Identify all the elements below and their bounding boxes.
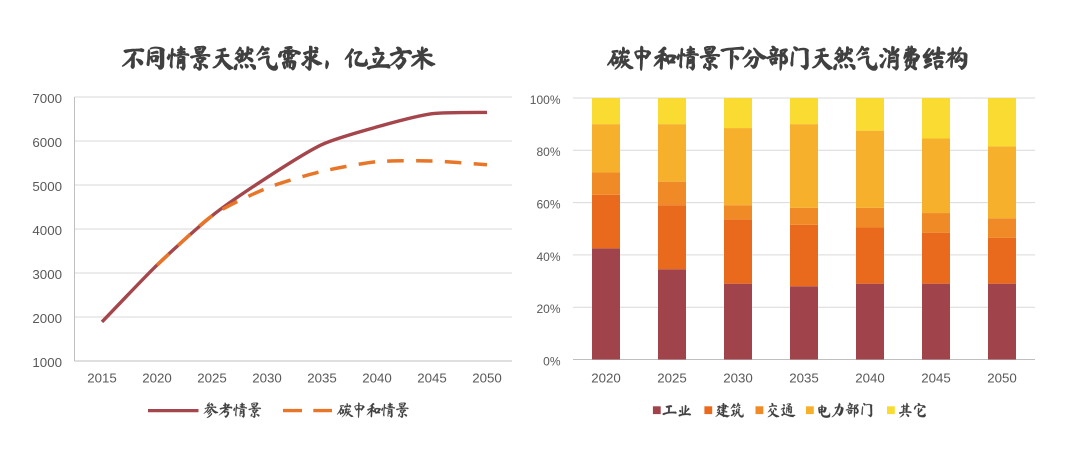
svg-text:2045: 2045 [417, 370, 447, 385]
svg-text:5000: 5000 [32, 179, 62, 194]
svg-text:2050: 2050 [987, 370, 1017, 385]
svg-text:6000: 6000 [32, 135, 62, 150]
svg-text:2040: 2040 [855, 370, 885, 385]
svg-text:2040: 2040 [362, 370, 392, 385]
svg-text:0%: 0% [543, 354, 561, 368]
svg-text:4000: 4000 [32, 223, 62, 238]
svg-text:2050: 2050 [472, 370, 502, 385]
svg-text:100%: 100% [530, 93, 561, 107]
svg-text:2035: 2035 [307, 370, 337, 385]
svg-text:2020: 2020 [591, 370, 621, 385]
svg-text:2015: 2015 [87, 370, 117, 385]
svg-text:2000: 2000 [32, 311, 62, 326]
svg-text:2025: 2025 [197, 370, 227, 385]
svg-text:2020: 2020 [142, 370, 172, 385]
svg-text:7000: 7000 [32, 91, 62, 106]
svg-text:2030: 2030 [723, 370, 753, 385]
svg-text:2030: 2030 [252, 370, 282, 385]
svg-text:2025: 2025 [657, 370, 687, 385]
svg-text:80%: 80% [536, 145, 560, 159]
svg-text:20%: 20% [536, 302, 560, 316]
svg-text:40%: 40% [536, 250, 560, 264]
svg-text:2035: 2035 [789, 370, 819, 385]
svg-text:1000: 1000 [32, 355, 62, 370]
svg-text:60%: 60% [536, 198, 560, 212]
svg-text:2045: 2045 [921, 370, 951, 385]
svg-text:3000: 3000 [32, 267, 62, 282]
